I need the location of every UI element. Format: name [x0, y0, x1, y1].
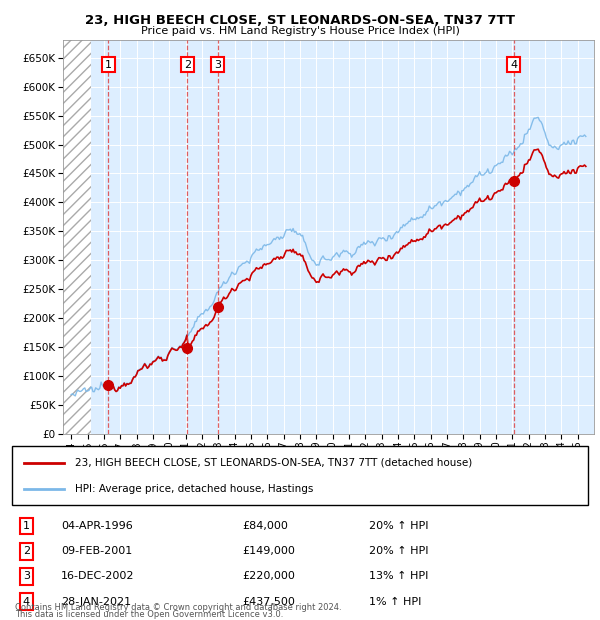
Text: This data is licensed under the Open Government Licence v3.0.: This data is licensed under the Open Gov… — [15, 609, 283, 619]
Text: 2: 2 — [184, 60, 191, 69]
Text: £437,500: £437,500 — [242, 596, 295, 606]
Text: Contains HM Land Registry data © Crown copyright and database right 2024.: Contains HM Land Registry data © Crown c… — [15, 603, 341, 612]
Text: 20% ↑ HPI: 20% ↑ HPI — [369, 546, 428, 556]
Text: £149,000: £149,000 — [242, 546, 295, 556]
Text: 13% ↑ HPI: 13% ↑ HPI — [369, 572, 428, 582]
Text: 1: 1 — [23, 521, 30, 531]
Text: 4: 4 — [23, 596, 30, 606]
Text: 28-JAN-2021: 28-JAN-2021 — [61, 596, 131, 606]
Text: 1: 1 — [105, 60, 112, 69]
Text: 4: 4 — [510, 60, 517, 69]
Text: 3: 3 — [214, 60, 221, 69]
FancyBboxPatch shape — [12, 446, 588, 505]
Text: 09-FEB-2001: 09-FEB-2001 — [61, 546, 132, 556]
Bar — [63, 40, 91, 434]
Text: 23, HIGH BEECH CLOSE, ST LEONARDS-ON-SEA, TN37 7TT (detached house): 23, HIGH BEECH CLOSE, ST LEONARDS-ON-SEA… — [76, 458, 473, 468]
Text: 2: 2 — [23, 546, 30, 556]
Text: Price paid vs. HM Land Registry's House Price Index (HPI): Price paid vs. HM Land Registry's House … — [140, 26, 460, 36]
Text: 3: 3 — [23, 572, 30, 582]
Text: 04-APR-1996: 04-APR-1996 — [61, 521, 133, 531]
Text: 23, HIGH BEECH CLOSE, ST LEONARDS-ON-SEA, TN37 7TT: 23, HIGH BEECH CLOSE, ST LEONARDS-ON-SEA… — [85, 14, 515, 27]
Text: 20% ↑ HPI: 20% ↑ HPI — [369, 521, 428, 531]
Text: HPI: Average price, detached house, Hastings: HPI: Average price, detached house, Hast… — [76, 484, 314, 494]
Text: 16-DEC-2002: 16-DEC-2002 — [61, 572, 134, 582]
Text: £220,000: £220,000 — [242, 572, 295, 582]
Text: 1% ↑ HPI: 1% ↑ HPI — [369, 596, 421, 606]
Text: £84,000: £84,000 — [242, 521, 288, 531]
